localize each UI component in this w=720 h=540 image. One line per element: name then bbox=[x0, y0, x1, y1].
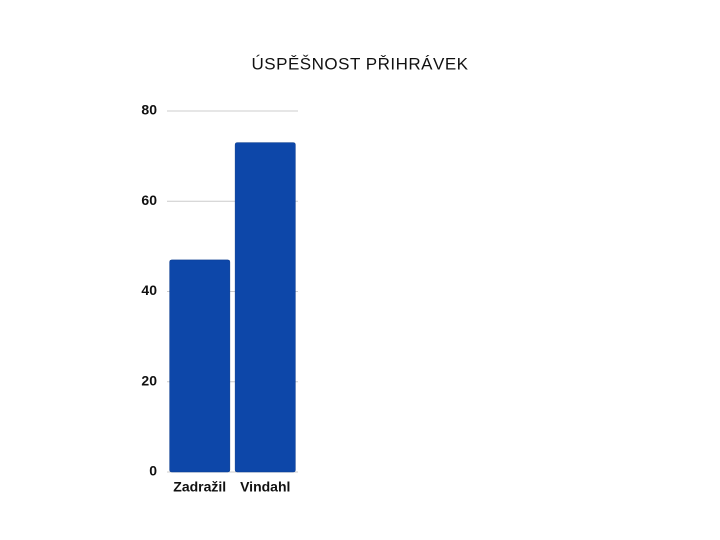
y-tick-label: 40 bbox=[141, 282, 157, 298]
y-tick-label: 80 bbox=[141, 102, 157, 118]
y-tick-label: 20 bbox=[141, 372, 157, 388]
y-tick-label: 0 bbox=[149, 463, 157, 479]
bar bbox=[234, 142, 296, 473]
bar bbox=[169, 259, 231, 473]
x-tick-label: Vindahl bbox=[240, 479, 290, 495]
y-tick-label: 60 bbox=[141, 192, 157, 208]
chart-title: ÚSPĚŠNOST PŘIHRÁVEK bbox=[251, 54, 468, 73]
x-tick-label: Zadražil bbox=[173, 479, 226, 495]
